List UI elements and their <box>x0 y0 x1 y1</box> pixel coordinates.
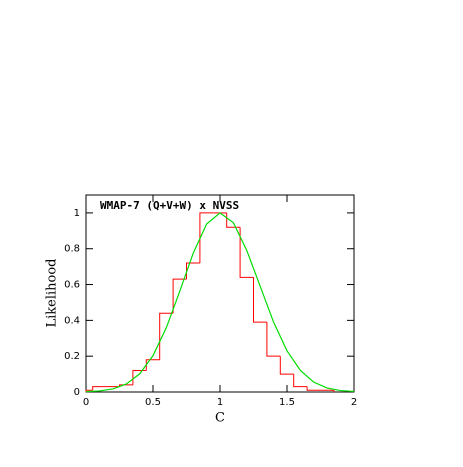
histogram-step <box>239 227 254 278</box>
y-tick-label: 0.4 <box>64 315 80 326</box>
y-tick-label: 0.2 <box>64 351 80 362</box>
histogram-step <box>253 277 267 323</box>
y-tick-label: 1 <box>74 208 80 219</box>
x-tick-label: 0 <box>83 397 89 408</box>
x-tick-label: 2 <box>351 397 357 408</box>
y-tick-label: 0.6 <box>64 280 80 291</box>
histogram-step <box>293 374 308 388</box>
y-axis-label: Likelihood <box>45 258 60 327</box>
histogram-step <box>266 322 281 357</box>
histogram-step <box>92 386 107 391</box>
histogram-step <box>320 389 335 392</box>
y-tick-label: 0 <box>74 387 80 398</box>
x-tick-label: 1 <box>217 397 223 408</box>
x-tick-label: 0.5 <box>145 397 161 408</box>
annotation: WMAP-7 (Q+V+W) x NVSS <box>100 199 239 212</box>
histogram-step <box>159 312 174 360</box>
x-tick-label: 1.5 <box>279 397 295 408</box>
histogram-step <box>306 386 321 391</box>
histogram-step <box>145 359 160 371</box>
histogram-step <box>279 356 294 375</box>
histogram-step <box>226 212 241 228</box>
histogram-step <box>199 212 214 264</box>
x-axis-label: C <box>215 411 225 426</box>
plot-frame <box>85 194 355 393</box>
fit-curve <box>85 212 355 393</box>
y-tick-label: 0.8 <box>64 244 80 255</box>
histogram-step <box>172 278 187 314</box>
